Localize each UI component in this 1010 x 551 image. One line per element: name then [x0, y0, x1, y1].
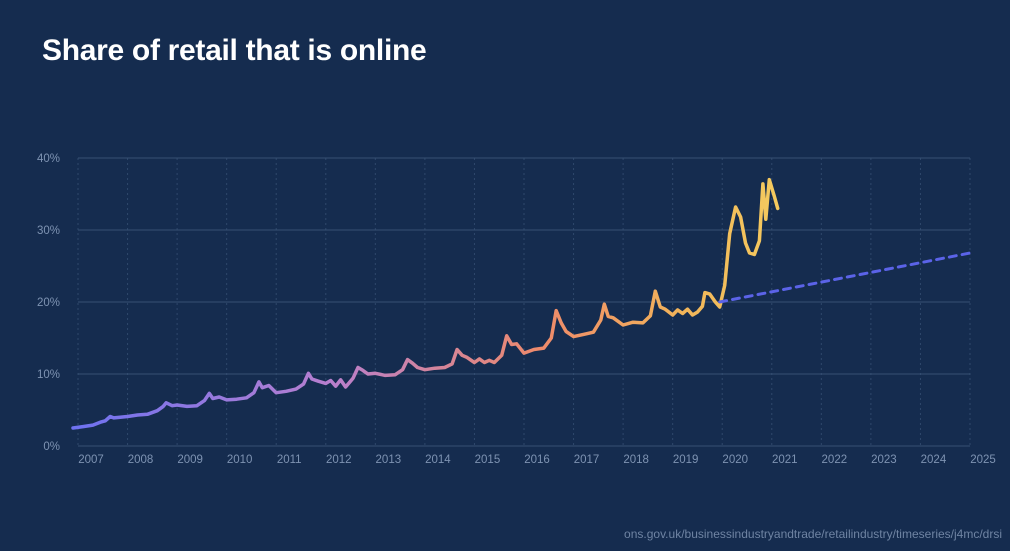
- y-tick-label: 30%: [37, 225, 60, 237]
- grid: [77, 157, 971, 447]
- axes: 0% 10% 20% 30% 40% 2007 2008 2009 2010 2011 2012 20…: [37, 153, 996, 466]
- x-tick-label: 2015: [475, 454, 501, 466]
- series: [71, 177, 972, 430]
- x-tick-label: 2017: [574, 454, 600, 466]
- x-tick-label: 2018: [623, 454, 649, 466]
- x-tick-label: 2014: [425, 454, 451, 466]
- x-tick-label: 2016: [524, 454, 550, 466]
- x-tick-label: 2020: [722, 454, 748, 466]
- x-tick-label: 2008: [128, 454, 154, 466]
- trend-line-dashed: [718, 251, 972, 304]
- x-tick-label: 2023: [871, 454, 897, 466]
- x-tick-label: 2022: [822, 454, 848, 466]
- x-tick-label: 2024: [921, 454, 947, 466]
- x-tick-label: 2013: [376, 454, 402, 466]
- x-tick-label: 2021: [772, 454, 798, 466]
- x-tick-label: 2010: [227, 454, 253, 466]
- y-tick-label: 0%: [43, 441, 60, 453]
- x-tick-label: 2019: [673, 454, 699, 466]
- x-tick-label: 2025: [970, 454, 996, 466]
- x-tick-label: 2007: [78, 454, 104, 466]
- x-tick-label: 2011: [277, 454, 302, 466]
- y-tick-label: 20%: [37, 297, 60, 309]
- y-tick-label: 40%: [37, 153, 60, 165]
- series-line-online-share: [71, 177, 780, 430]
- source-citation: ons.gov.uk/businessindustryandtrade/reta…: [624, 527, 1002, 541]
- x-tick-label: 2012: [326, 454, 352, 466]
- x-tick-label: 2009: [177, 454, 203, 466]
- chart-title: Share of retail that is online: [42, 34, 427, 67]
- y-tick-label: 10%: [37, 369, 60, 381]
